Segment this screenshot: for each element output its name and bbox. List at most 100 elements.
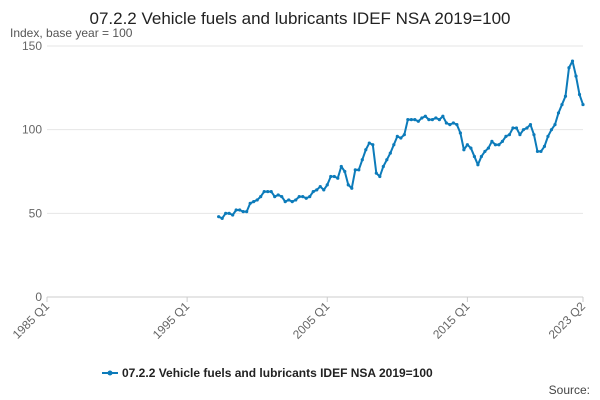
data-point[interactable]: [504, 134, 508, 138]
data-point[interactable]: [385, 158, 389, 162]
data-point[interactable]: [283, 200, 287, 204]
data-point[interactable]: [273, 195, 277, 199]
data-point[interactable]: [479, 154, 484, 159]
data-point[interactable]: [497, 143, 501, 147]
data-point[interactable]: [381, 164, 385, 169]
data-point[interactable]: [245, 210, 249, 214]
data-point[interactable]: [371, 143, 375, 147]
data-point[interactable]: [287, 198, 291, 202]
data-point[interactable]: [329, 174, 333, 179]
data-point[interactable]: [549, 128, 554, 132]
data-point[interactable]: [392, 143, 396, 147]
data-point[interactable]: [301, 195, 305, 199]
data-point[interactable]: [374, 171, 378, 175]
data-point[interactable]: [259, 195, 263, 199]
data-point[interactable]: [339, 164, 343, 169]
data-point[interactable]: [423, 114, 427, 118]
data-point[interactable]: [535, 149, 540, 154]
data-point[interactable]: [577, 92, 582, 97]
data-point[interactable]: [581, 102, 585, 107]
data-point[interactable]: [357, 168, 361, 172]
data-point[interactable]: [367, 141, 371, 145]
data-point[interactable]: [378, 174, 382, 179]
data-point[interactable]: [525, 126, 529, 130]
data-point[interactable]: [388, 151, 392, 155]
data-point[interactable]: [325, 183, 329, 187]
data-point[interactable]: [360, 158, 364, 162]
data-point[interactable]: [514, 126, 519, 130]
data-point[interactable]: [280, 195, 284, 199]
data-point[interactable]: [486, 146, 491, 150]
data-point[interactable]: [297, 195, 301, 199]
data-point[interactable]: [304, 196, 308, 200]
data-point[interactable]: [217, 215, 221, 219]
data-point[interactable]: [364, 148, 368, 152]
data-point[interactable]: [343, 169, 347, 174]
data-point[interactable]: [409, 118, 413, 122]
data-point[interactable]: [395, 134, 399, 138]
data-point[interactable]: [224, 211, 228, 215]
data-point[interactable]: [262, 189, 266, 194]
data-point[interactable]: [255, 198, 259, 202]
data-point[interactable]: [500, 139, 505, 143]
data-point[interactable]: [507, 133, 512, 137]
data-point[interactable]: [311, 189, 315, 194]
data-point[interactable]: [455, 123, 459, 127]
data-point[interactable]: [462, 148, 466, 152]
data-point[interactable]: [276, 193, 280, 197]
data-point[interactable]: [528, 123, 533, 127]
data-point[interactable]: [427, 118, 431, 122]
data-point[interactable]: [542, 144, 547, 148]
data-point[interactable]: [556, 111, 561, 115]
data-point[interactable]: [266, 189, 270, 194]
data-point[interactable]: [238, 208, 242, 212]
data-point[interactable]: [493, 143, 498, 147]
data-point[interactable]: [483, 149, 487, 154]
data-point[interactable]: [308, 195, 312, 199]
data-point[interactable]: [430, 118, 434, 122]
data-point[interactable]: [399, 136, 403, 140]
data-point[interactable]: [490, 139, 494, 143]
data-point[interactable]: [437, 118, 441, 122]
legend[interactable]: 07.2.2 Vehicle fuels and lubricants IDEF…: [102, 366, 433, 380]
data-point[interactable]: [413, 118, 417, 122]
data-point[interactable]: [290, 200, 294, 204]
data-point[interactable]: [539, 149, 543, 154]
data-point[interactable]: [532, 133, 536, 137]
data-point[interactable]: [252, 200, 256, 204]
data-point[interactable]: [315, 188, 319, 192]
data-point[interactable]: [476, 163, 480, 167]
data-point[interactable]: [269, 189, 273, 194]
data-point[interactable]: [451, 121, 455, 125]
data-point[interactable]: [220, 216, 224, 220]
data-point[interactable]: [231, 213, 235, 217]
data-point[interactable]: [318, 184, 322, 189]
data-point[interactable]: [241, 210, 245, 214]
data-point[interactable]: [444, 121, 448, 125]
data-point[interactable]: [472, 154, 476, 159]
data-point[interactable]: [353, 168, 357, 172]
data-point[interactable]: [521, 128, 526, 132]
data-point[interactable]: [406, 118, 410, 122]
data-point[interactable]: [458, 131, 462, 135]
data-point[interactable]: [227, 211, 231, 215]
data-point[interactable]: [574, 74, 578, 78]
data-point[interactable]: [248, 201, 252, 205]
data-point[interactable]: [322, 188, 326, 192]
data-point[interactable]: [553, 123, 557, 127]
data-point[interactable]: [511, 126, 515, 130]
data-point[interactable]: [518, 133, 522, 137]
data-point[interactable]: [336, 176, 340, 180]
data-point[interactable]: [567, 66, 571, 70]
data-point[interactable]: [434, 116, 438, 120]
data-point[interactable]: [346, 183, 350, 187]
data-point[interactable]: [448, 123, 452, 127]
data-point[interactable]: [332, 174, 336, 179]
data-point[interactable]: [402, 133, 406, 137]
data-point[interactable]: [570, 59, 575, 63]
data-point[interactable]: [560, 102, 564, 107]
data-point[interactable]: [546, 134, 550, 138]
data-point[interactable]: [465, 143, 469, 147]
data-point[interactable]: [420, 116, 424, 120]
data-point[interactable]: [469, 146, 473, 150]
